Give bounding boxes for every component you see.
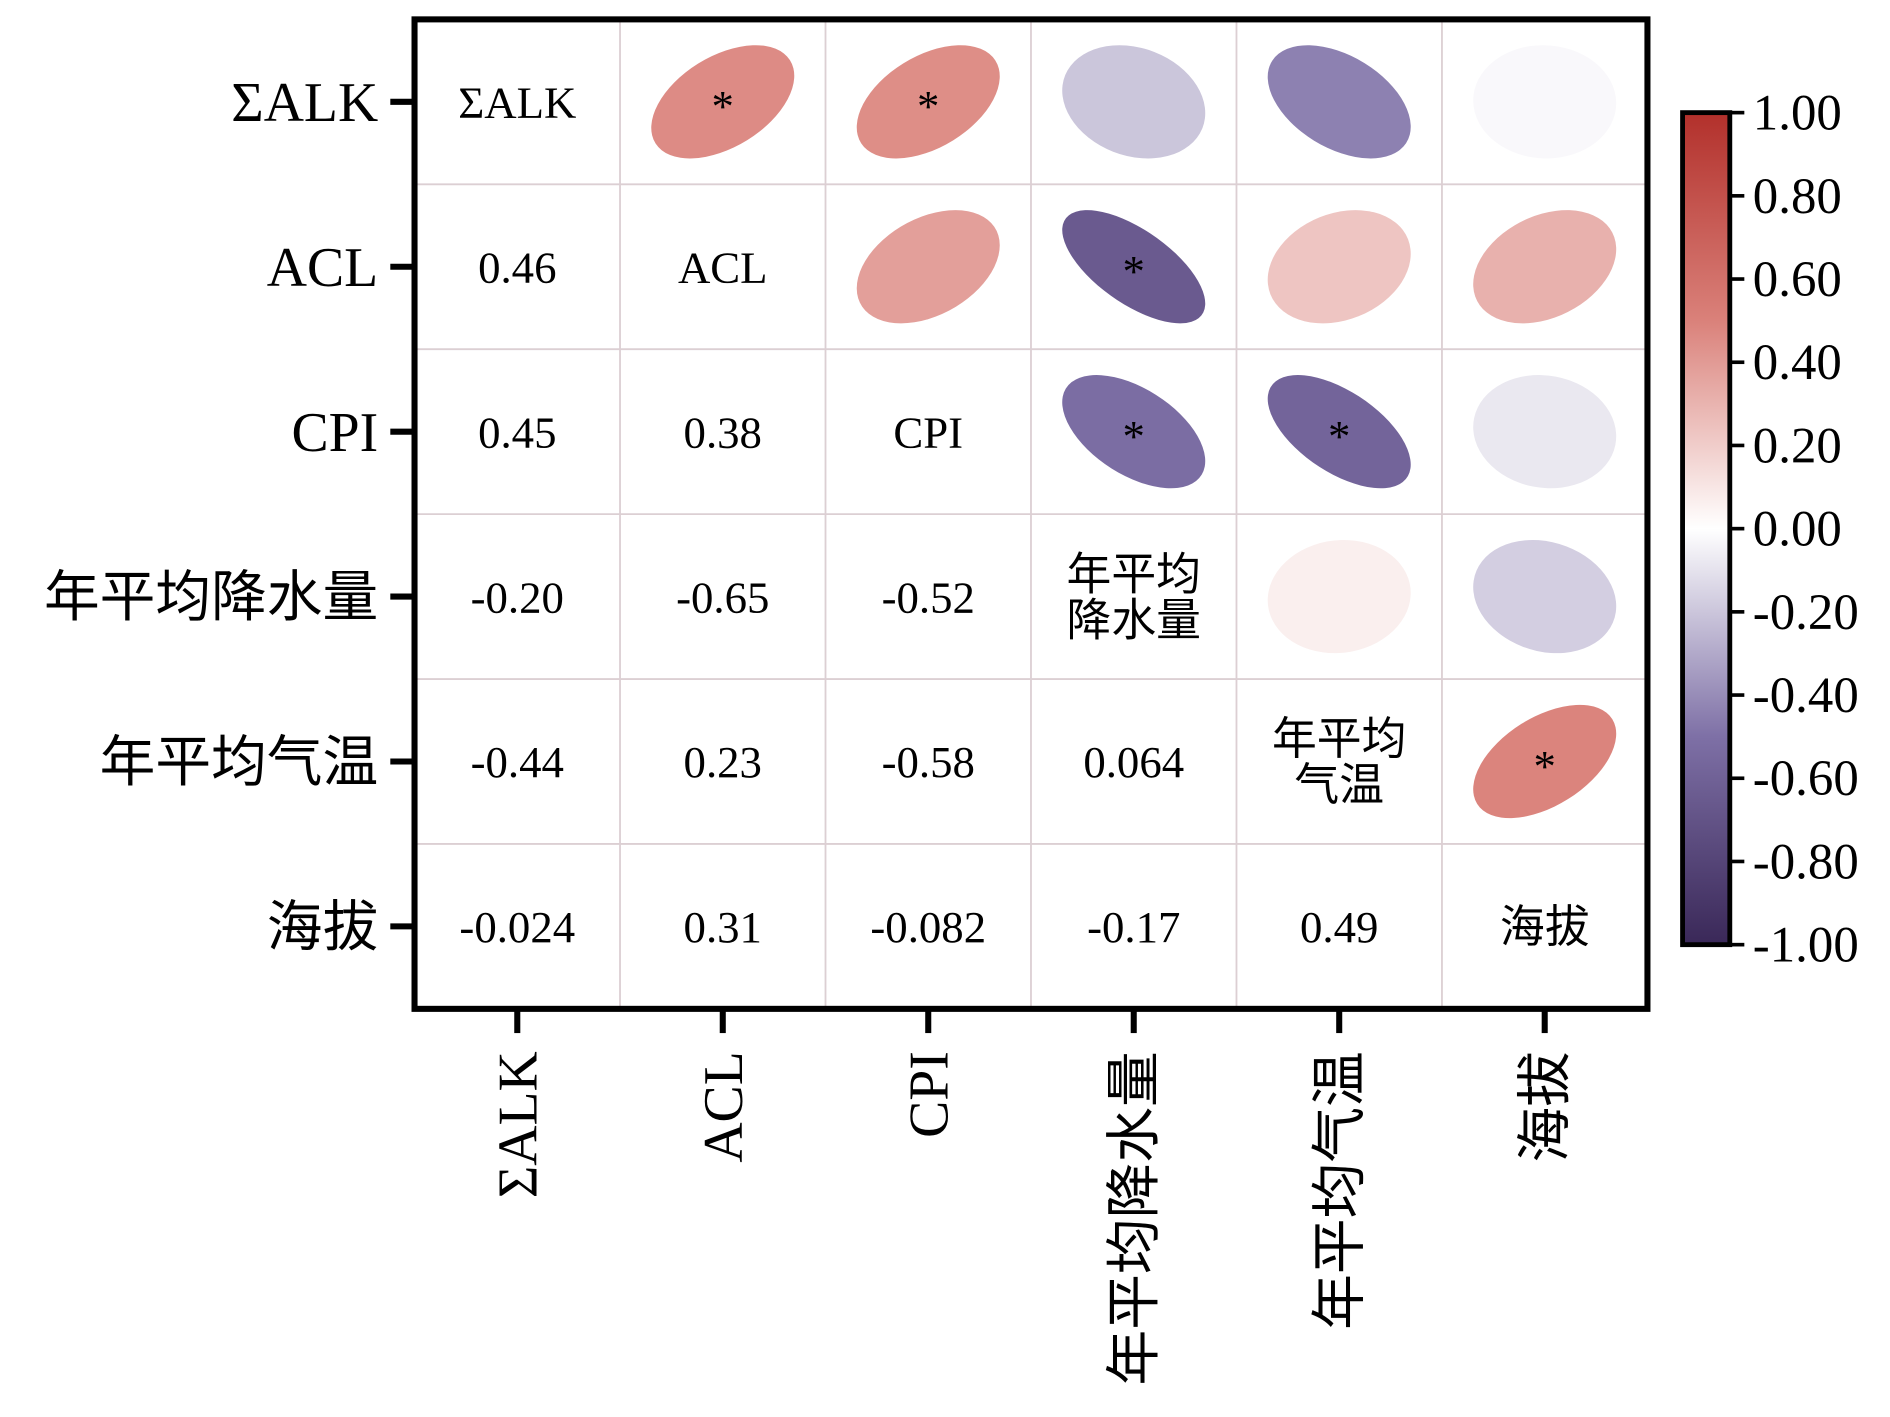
- ellipse-mark-group: [856, 45, 1000, 159]
- ellipse-mark-group: [1062, 45, 1206, 159]
- y-tick-label: 年平均气温: [100, 732, 379, 794]
- ellipse-marks: [651, 45, 1617, 819]
- correlation-ellipse: [1473, 375, 1617, 489]
- correlation-ellipse: [1473, 210, 1617, 324]
- correlation-ellipse: [856, 210, 1000, 324]
- correlation-value: 0.23: [684, 737, 762, 787]
- colorbar-tick-label: -0.60: [1753, 751, 1859, 807]
- correlation-ellipse: [1267, 375, 1411, 489]
- correlation-ellipse: [1267, 210, 1411, 324]
- significance-marker: *: [712, 81, 734, 131]
- correlation-value: 0.064: [1083, 737, 1184, 787]
- x-tick-label: CPI: [899, 1051, 961, 1138]
- colorbar-tick-label: -0.80: [1753, 834, 1859, 890]
- correlation-value: -0.20: [471, 572, 564, 622]
- correlation-value: -0.17: [1087, 902, 1180, 952]
- diagonal-label: CPI: [893, 407, 963, 457]
- y-tick-label: 海拔: [267, 897, 378, 959]
- significance-marker: *: [1123, 411, 1145, 461]
- y-tick-label: CPI: [292, 402, 379, 464]
- correlation-value: -0.52: [882, 572, 975, 622]
- ellipse-mark-group: [1267, 45, 1411, 159]
- colorbar-tick-label: 0.40: [1753, 335, 1842, 391]
- x-tick-label: ACL: [693, 1051, 755, 1162]
- correlation-value: -0.024: [459, 902, 575, 952]
- ellipse-mark-group: [1473, 375, 1617, 489]
- ellipse-mark-group: [1267, 210, 1411, 324]
- correlation-ellipse: [1267, 539, 1411, 654]
- ellipse-mark-group: [651, 45, 795, 159]
- y-tick-label: ACL: [267, 237, 378, 299]
- correlation-value: 0.38: [684, 407, 762, 457]
- ellipse-mark-group: [1473, 704, 1617, 819]
- diagonal-label: 气温: [1294, 760, 1384, 810]
- correlation-value: -0.44: [471, 737, 564, 787]
- diagonal-label: 降水量: [1067, 595, 1201, 645]
- correlation-ellipse: [1062, 375, 1206, 489]
- diagonal-label: 海拔: [1500, 902, 1590, 952]
- x-tick-label: ΣALK: [488, 1051, 550, 1198]
- diagonal-label: 年平均: [1067, 549, 1201, 599]
- x-tick-label: 年平均气温: [1310, 1051, 1372, 1330]
- correlation-value: -0.082: [870, 902, 986, 952]
- colorbar-tick-label: -1.00: [1753, 918, 1859, 974]
- ellipse-mark-group: [1473, 45, 1617, 159]
- plot-frame: [411, 16, 1651, 1012]
- correlation-value: -0.65: [676, 572, 769, 622]
- ellipse-mark-group: [1062, 210, 1206, 324]
- colorbar-tick-label: 0.60: [1753, 252, 1842, 308]
- ellipse-mark-group: [1062, 375, 1206, 489]
- correlation-value: -0.58: [882, 737, 975, 787]
- colorbar-tick-label: -0.20: [1753, 585, 1859, 641]
- colorbar-gradient: [1680, 110, 1733, 948]
- y-tick-label: ΣALK: [231, 72, 378, 134]
- ellipse-mark-group: [1267, 375, 1411, 489]
- colorbar-tick-label: -0.40: [1753, 668, 1859, 724]
- ellipse-mark-group: [1267, 539, 1411, 654]
- correlation-ellipse: [856, 45, 1000, 159]
- colorbar-tick-label: 1.00: [1753, 86, 1842, 142]
- diagonal-label: ACL: [678, 242, 768, 292]
- grid-lines: [414, 19, 1648, 1009]
- x-axis: ΣALK ACL CPI 年平均降水量 年平均气温 海拔: [488, 1008, 1577, 1385]
- correlation-value: 0.45: [478, 407, 556, 457]
- correlation-value: 0.31: [684, 902, 762, 952]
- diagonal-label: 年平均: [1272, 714, 1406, 764]
- correlation-ellipse: [1473, 45, 1617, 159]
- correlation-ellipse: [1473, 704, 1617, 819]
- colorbar-tick-label: 0.20: [1753, 418, 1842, 474]
- correlation-ellipse: [651, 45, 795, 159]
- correlation-ellipse: [1062, 45, 1206, 159]
- correlation-ellipse: [1062, 210, 1206, 324]
- ellipse-mark-group: [856, 210, 1000, 324]
- x-tick-label: 年平均降水量: [1104, 1051, 1166, 1385]
- colorbar: 1.00 0.80 0.60 0.40 0.20 0.00 -0.20 -0.40 -0.60 -…: [1680, 86, 1859, 974]
- significance-marker: *: [1123, 246, 1145, 296]
- x-tick-label: 海拔: [1515, 1051, 1577, 1162]
- cell-labels: ΣALK * * 0.46 ACL * 0.45 0.38 CPI * * -0.20 -0.65 -0.…: [458, 78, 1589, 953]
- diagonal-label: ΣALK: [458, 78, 576, 128]
- correlation-value: 0.46: [478, 242, 556, 292]
- ellipse-mark-group: [1473, 539, 1617, 654]
- ellipse-mark-group: [1473, 210, 1617, 324]
- colorbar-tick-label: 0.80: [1753, 169, 1842, 225]
- significance-marker: *: [1328, 411, 1350, 461]
- y-tick-label: 年平均降水量: [44, 567, 378, 629]
- significance-marker: *: [917, 81, 939, 131]
- significance-marker: *: [1533, 741, 1555, 791]
- colorbar-tick-label: 0.00: [1753, 502, 1842, 558]
- correlation-ellipse: [1473, 539, 1617, 654]
- correlation-value: 0.49: [1300, 902, 1378, 952]
- correlation-ellipse: [1267, 45, 1411, 159]
